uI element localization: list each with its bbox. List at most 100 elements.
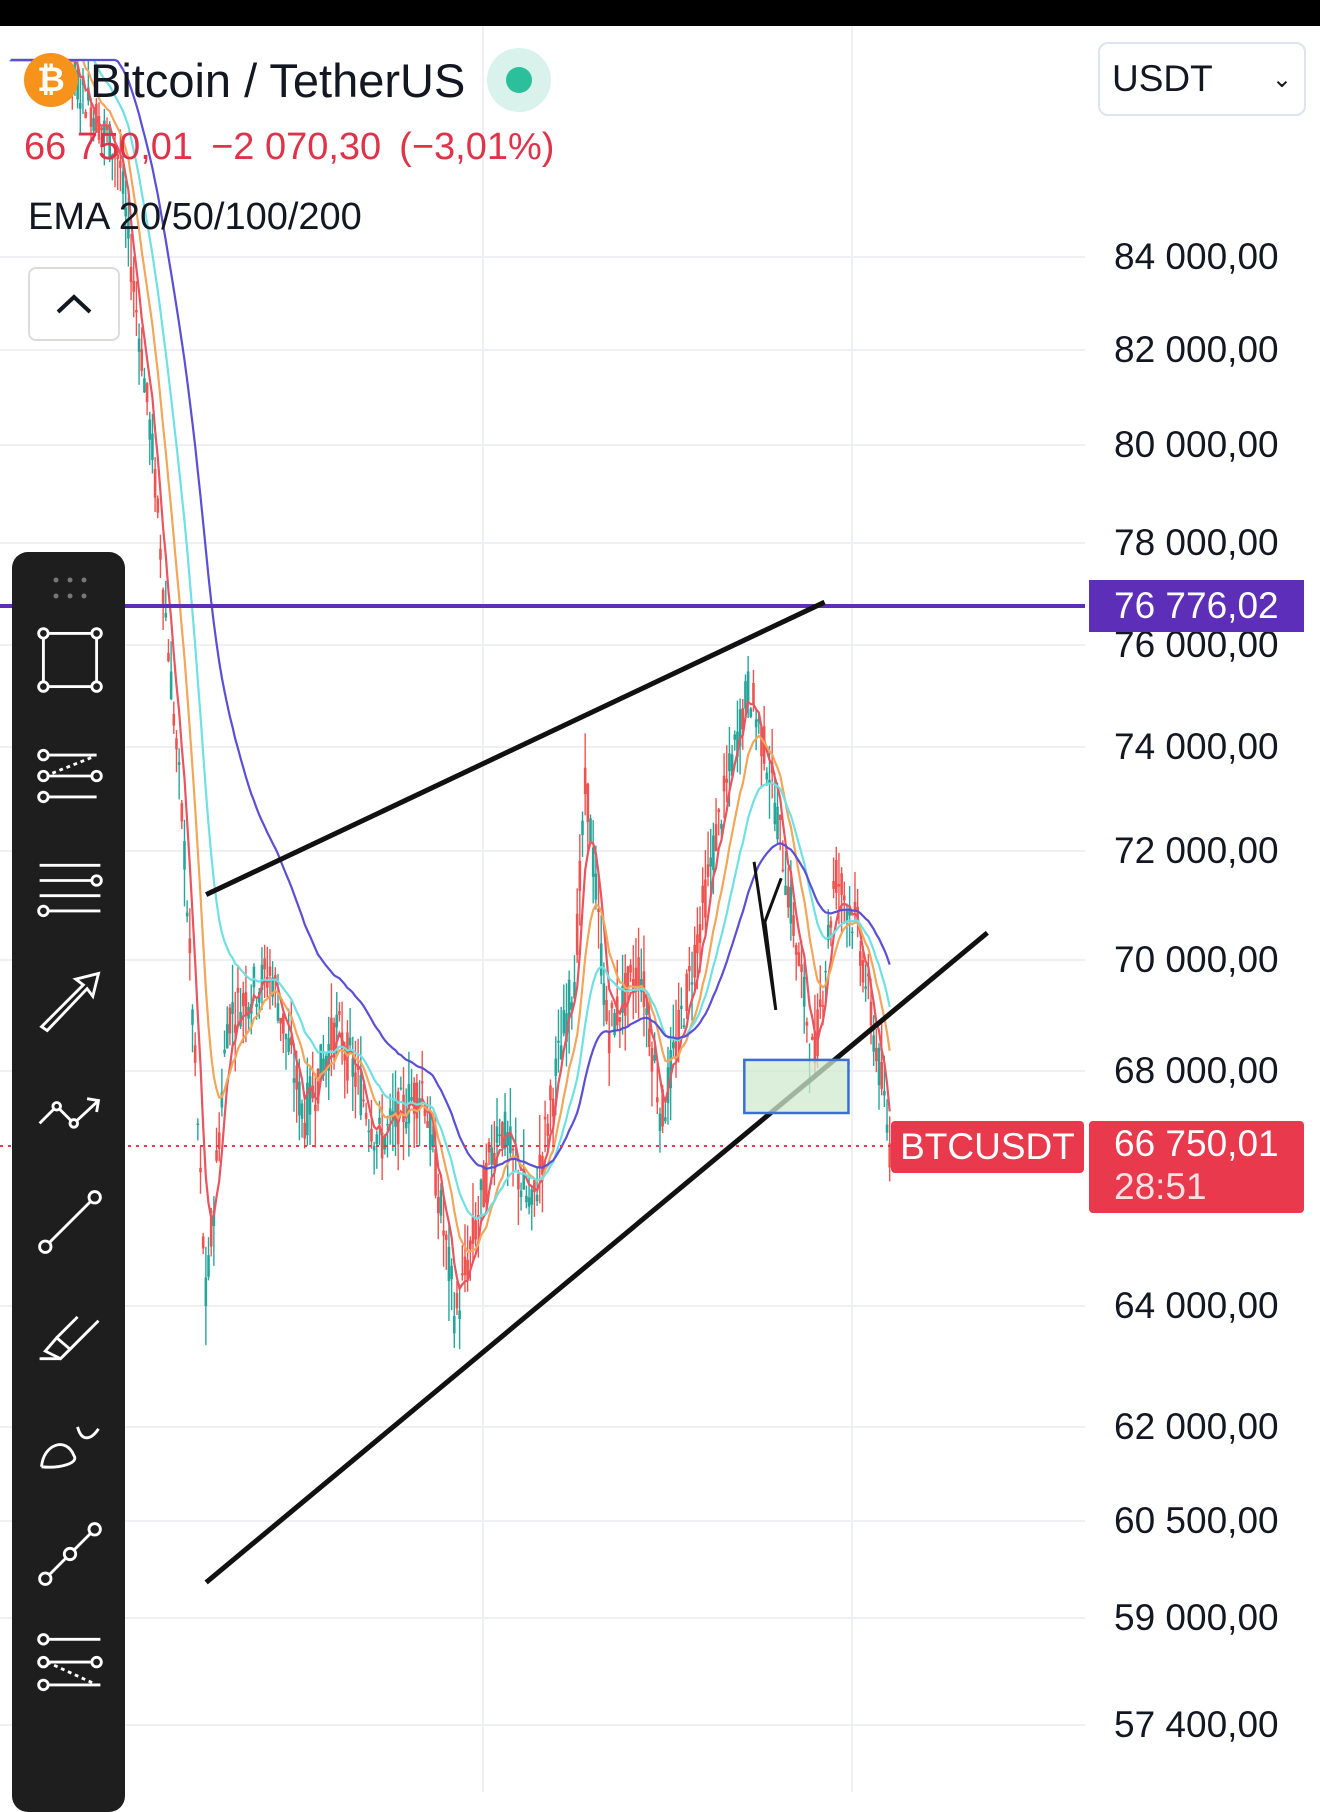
- candle-body: [562, 1010, 566, 1034]
- horizontal-level-badge[interactable]: 76 776,02: [1089, 580, 1304, 632]
- candle-body: [754, 719, 758, 728]
- candle-body: [375, 1134, 379, 1145]
- candle-body: [124, 207, 128, 217]
- horizontal-lines-icon[interactable]: [30, 850, 110, 930]
- candle-body: [180, 803, 184, 822]
- candle-body: [463, 1256, 467, 1276]
- arrow-tool-icon[interactable]: [30, 962, 110, 1042]
- candle-body: [773, 802, 777, 825]
- candle-body: [359, 1075, 363, 1116]
- highlight-zone: [743, 1058, 850, 1115]
- candle-body: [880, 1061, 883, 1089]
- candle-body: [797, 952, 801, 966]
- candle-body: [834, 859, 838, 893]
- candle-body: [605, 1000, 608, 1022]
- candle-body: [380, 1132, 384, 1159]
- candle-body: [370, 1128, 373, 1142]
- symbol-badge: BTCUSDT: [891, 1121, 1084, 1173]
- candle-body: [589, 818, 592, 843]
- status-bar: [0, 0, 1320, 26]
- candle-body: [789, 887, 793, 924]
- candle-body: [685, 973, 688, 1012]
- candle-body: [116, 154, 120, 159]
- price-tick: 60 500,00: [1114, 1500, 1279, 1541]
- candle-body: [706, 864, 710, 877]
- candle-body: [570, 1002, 574, 1010]
- candle-body: [517, 1173, 520, 1190]
- candle-body: [634, 967, 638, 988]
- candle-body: [378, 1117, 381, 1124]
- candle-body: [199, 1167, 202, 1173]
- candle-body: [842, 895, 846, 901]
- curve-tool-icon[interactable]: [30, 1404, 110, 1484]
- fib-extension-icon[interactable]: [30, 1624, 110, 1704]
- candle-body: [402, 1094, 405, 1123]
- candle-body: [348, 1037, 352, 1046]
- candle-body: [193, 1045, 197, 1063]
- price-tick: 59 000,00: [1114, 1597, 1279, 1638]
- symbol-title[interactable]: Bitcoin / TetherUS: [90, 53, 466, 107]
- candle-body: [861, 960, 865, 983]
- candle-body: [565, 1013, 568, 1042]
- fib-retracement-icon[interactable]: [30, 736, 110, 816]
- ema50-line: [10, 58, 891, 1253]
- candle-body: [172, 713, 176, 726]
- candle-body: [757, 719, 761, 722]
- candle-body: [327, 1044, 331, 1071]
- candle-body: [76, 69, 79, 100]
- path-tool-icon[interactable]: [30, 1072, 110, 1152]
- indicator-legend[interactable]: EMA 20/50/100/200: [28, 196, 362, 238]
- candle-body: [581, 820, 584, 836]
- candle-body: [415, 1082, 419, 1119]
- drag-handle-icon[interactable]: [50, 574, 90, 604]
- candle-body: [84, 111, 87, 118]
- candle-body: [444, 1234, 448, 1241]
- candle-body: [869, 1001, 873, 1026]
- price-tick: 62 000,00: [1114, 1406, 1279, 1447]
- candle-body: [864, 986, 867, 989]
- candle-body: [295, 1065, 298, 1090]
- candle-body: [431, 1134, 435, 1147]
- candle-body: [284, 1033, 288, 1040]
- candle-body: [650, 1047, 654, 1072]
- candle-body: [127, 218, 130, 239]
- candle-body: [161, 589, 165, 604]
- candle-body: [717, 809, 721, 813]
- candle-body: [658, 1113, 662, 1131]
- candle-body: [762, 726, 766, 764]
- currency-select[interactable]: USDT ⌄: [1098, 42, 1306, 116]
- candle-body: [343, 1053, 347, 1061]
- candle-body: [225, 1024, 229, 1049]
- candle-body: [436, 1197, 440, 1214]
- collapse-legend-button[interactable]: [28, 267, 120, 341]
- candle-body: [829, 920, 833, 928]
- candle-body: [145, 383, 149, 403]
- candle-body: [298, 1081, 301, 1116]
- candle-body: [217, 1132, 221, 1149]
- candle-body: [263, 958, 266, 970]
- candle-body: [332, 1022, 336, 1058]
- trend-line-icon[interactable]: [30, 1182, 110, 1262]
- brush-tool-icon[interactable]: [30, 1294, 110, 1374]
- candle-body: [535, 1194, 539, 1202]
- candle-body: [845, 909, 849, 923]
- candle-body: [105, 126, 109, 130]
- price-tick: 78 000,00: [1114, 522, 1279, 563]
- candle-body: [549, 1085, 552, 1101]
- candle-body: [768, 779, 771, 784]
- candle-body: [458, 1310, 461, 1320]
- candle-body: [655, 1097, 659, 1103]
- rectangle-tool-icon[interactable]: [30, 620, 110, 700]
- candle-body: [712, 835, 715, 871]
- candle-body: [538, 1154, 542, 1168]
- candle-body: [474, 1220, 477, 1240]
- candle-body: [103, 120, 106, 134]
- candle-body: [143, 378, 146, 393]
- candle-body: [805, 1021, 809, 1026]
- candle-body: [255, 1003, 258, 1007]
- measure-tool-icon[interactable]: [30, 1514, 110, 1594]
- candle-body: [383, 1136, 387, 1150]
- market-status-indicator[interactable]: [487, 48, 552, 112]
- candle-body: [599, 943, 603, 976]
